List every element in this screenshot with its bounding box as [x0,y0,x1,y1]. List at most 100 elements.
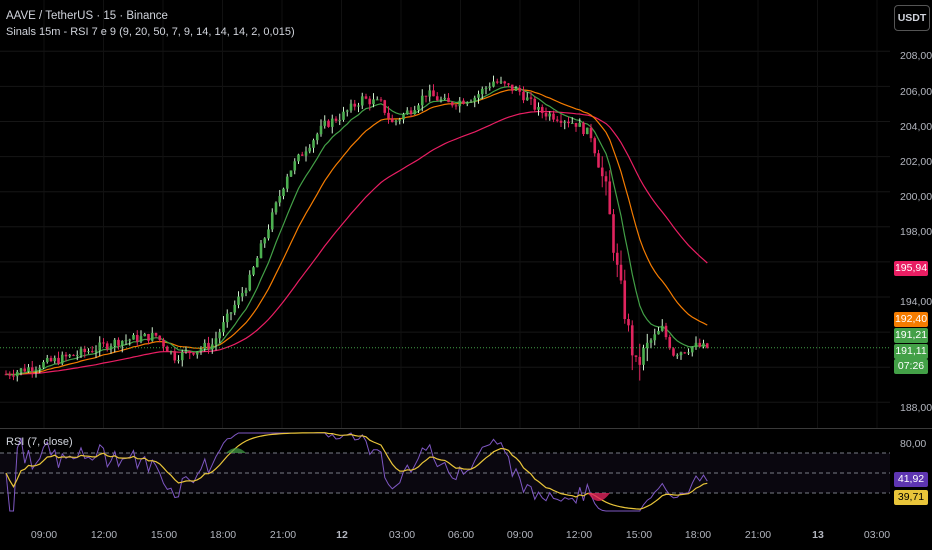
candle-body [420,95,424,106]
candle-body [263,238,267,244]
time-tick: 06:00 [447,529,475,541]
candle-body [132,334,135,340]
candle-body [660,325,664,331]
candle-body [555,119,559,121]
candle-body [143,333,147,337]
candle-body [105,343,109,350]
candle-body [19,368,23,372]
candle-body [507,83,510,85]
candle-body [330,118,334,127]
candle-body [8,374,12,376]
symbol-legend[interactable]: AAVE / TetherUS · 15 · Binance [6,10,168,22]
candle-body [694,342,698,348]
candle-body [608,181,612,215]
time-tick: 15:00 [625,529,653,541]
price-tick-198: 198,00 [900,226,932,238]
time-tick-day: 12 [336,529,348,541]
candle-body [173,351,177,361]
ema50-price-badge: 195,94 [894,261,928,276]
candle-body [405,110,409,115]
candle-body [383,100,387,113]
candle-body [225,313,229,323]
candle-body [529,97,533,99]
candle-body [394,120,398,123]
candle-body [379,99,383,101]
candle-body [364,96,368,99]
candle-body [443,97,447,100]
candle-body [649,340,653,343]
candle-body [102,342,105,344]
rsi-panel[interactable]: RSI (7, close) 80,00 41,92 39,71 [0,429,932,521]
candle-body [623,280,627,320]
price-tick-206: 206,00 [900,86,932,98]
candle-body [597,153,600,168]
indicator-legend[interactable]: Sinals 15m - RSI 7 e 9 (9, 20, 50, 7, 9,… [6,26,295,38]
candle-body [72,354,75,356]
candle-body [184,350,188,352]
time-tick: 03:00 [863,529,891,541]
candle-body [237,296,240,305]
candle-body [627,319,630,326]
candle-body [593,138,597,154]
candle-body [27,367,30,372]
candle-body [518,87,522,92]
candle-body [195,351,199,355]
time-tick: 12:00 [565,529,593,541]
candle-body [79,348,83,356]
price-tick-204: 204,00 [900,121,932,133]
candle-body [514,87,518,91]
candle-body [308,147,312,152]
time-axis[interactable]: 09:00 12:00 15:00 18:00 21:00 12 03:00 0… [0,521,932,550]
ema20-line [5,88,708,376]
candle-body [158,335,162,340]
candle-body [255,258,259,268]
candle-body [525,97,529,101]
candle-body [657,330,660,335]
rsi-legend[interactable]: RSI (7, close) [6,436,73,448]
candle-body [270,212,274,230]
candle-body [600,167,604,177]
candle-body [293,161,297,171]
time-tick: 03:00 [388,529,416,541]
rsi-chart-svg[interactable] [0,429,932,521]
candle-body [300,154,304,156]
candle-body [120,340,124,346]
candle-body [30,367,34,372]
currency-button[interactable]: USDT [894,5,930,31]
candle-body [435,96,439,101]
time-tick: 09:00 [506,529,534,541]
candle-body [98,342,102,351]
candle-body [499,81,503,83]
time-tick: 18:00 [684,529,712,541]
candle-body [222,322,225,333]
candle-body [413,110,417,115]
candle-body [454,105,458,107]
candle-body [207,342,210,350]
candle-body [544,112,548,117]
candle-body [387,112,390,119]
candle-body [297,154,300,162]
candle-body [42,362,45,368]
price-tick-194: 194,00 [900,296,932,308]
candle-body [559,120,563,123]
price-tick-208: 208,00 [900,50,932,62]
price-tick-202: 202,00 [900,156,932,168]
candle-body [664,325,668,338]
pane-separator[interactable] [0,428,932,429]
candle-body [432,90,435,97]
candle-body [570,122,574,124]
candle-body [522,91,525,101]
price-chart-svg[interactable] [0,0,932,428]
candle-body [510,84,514,91]
candle-body [653,334,657,341]
candle-body [540,107,544,113]
time-tick: 21:00 [269,529,297,541]
candle-body [12,375,15,377]
price-chart-panel[interactable]: AAVE / TetherUS · 15 · Binance Sinals 15… [0,0,932,428]
bar-countdown-badge: 07:26 [894,359,928,374]
rsi-signal-badge: 39,71 [894,490,928,505]
candle-body [327,120,330,127]
candle-body [702,343,705,347]
candle-body [705,343,709,348]
rsi-value-badge: 41,92 [894,472,928,487]
